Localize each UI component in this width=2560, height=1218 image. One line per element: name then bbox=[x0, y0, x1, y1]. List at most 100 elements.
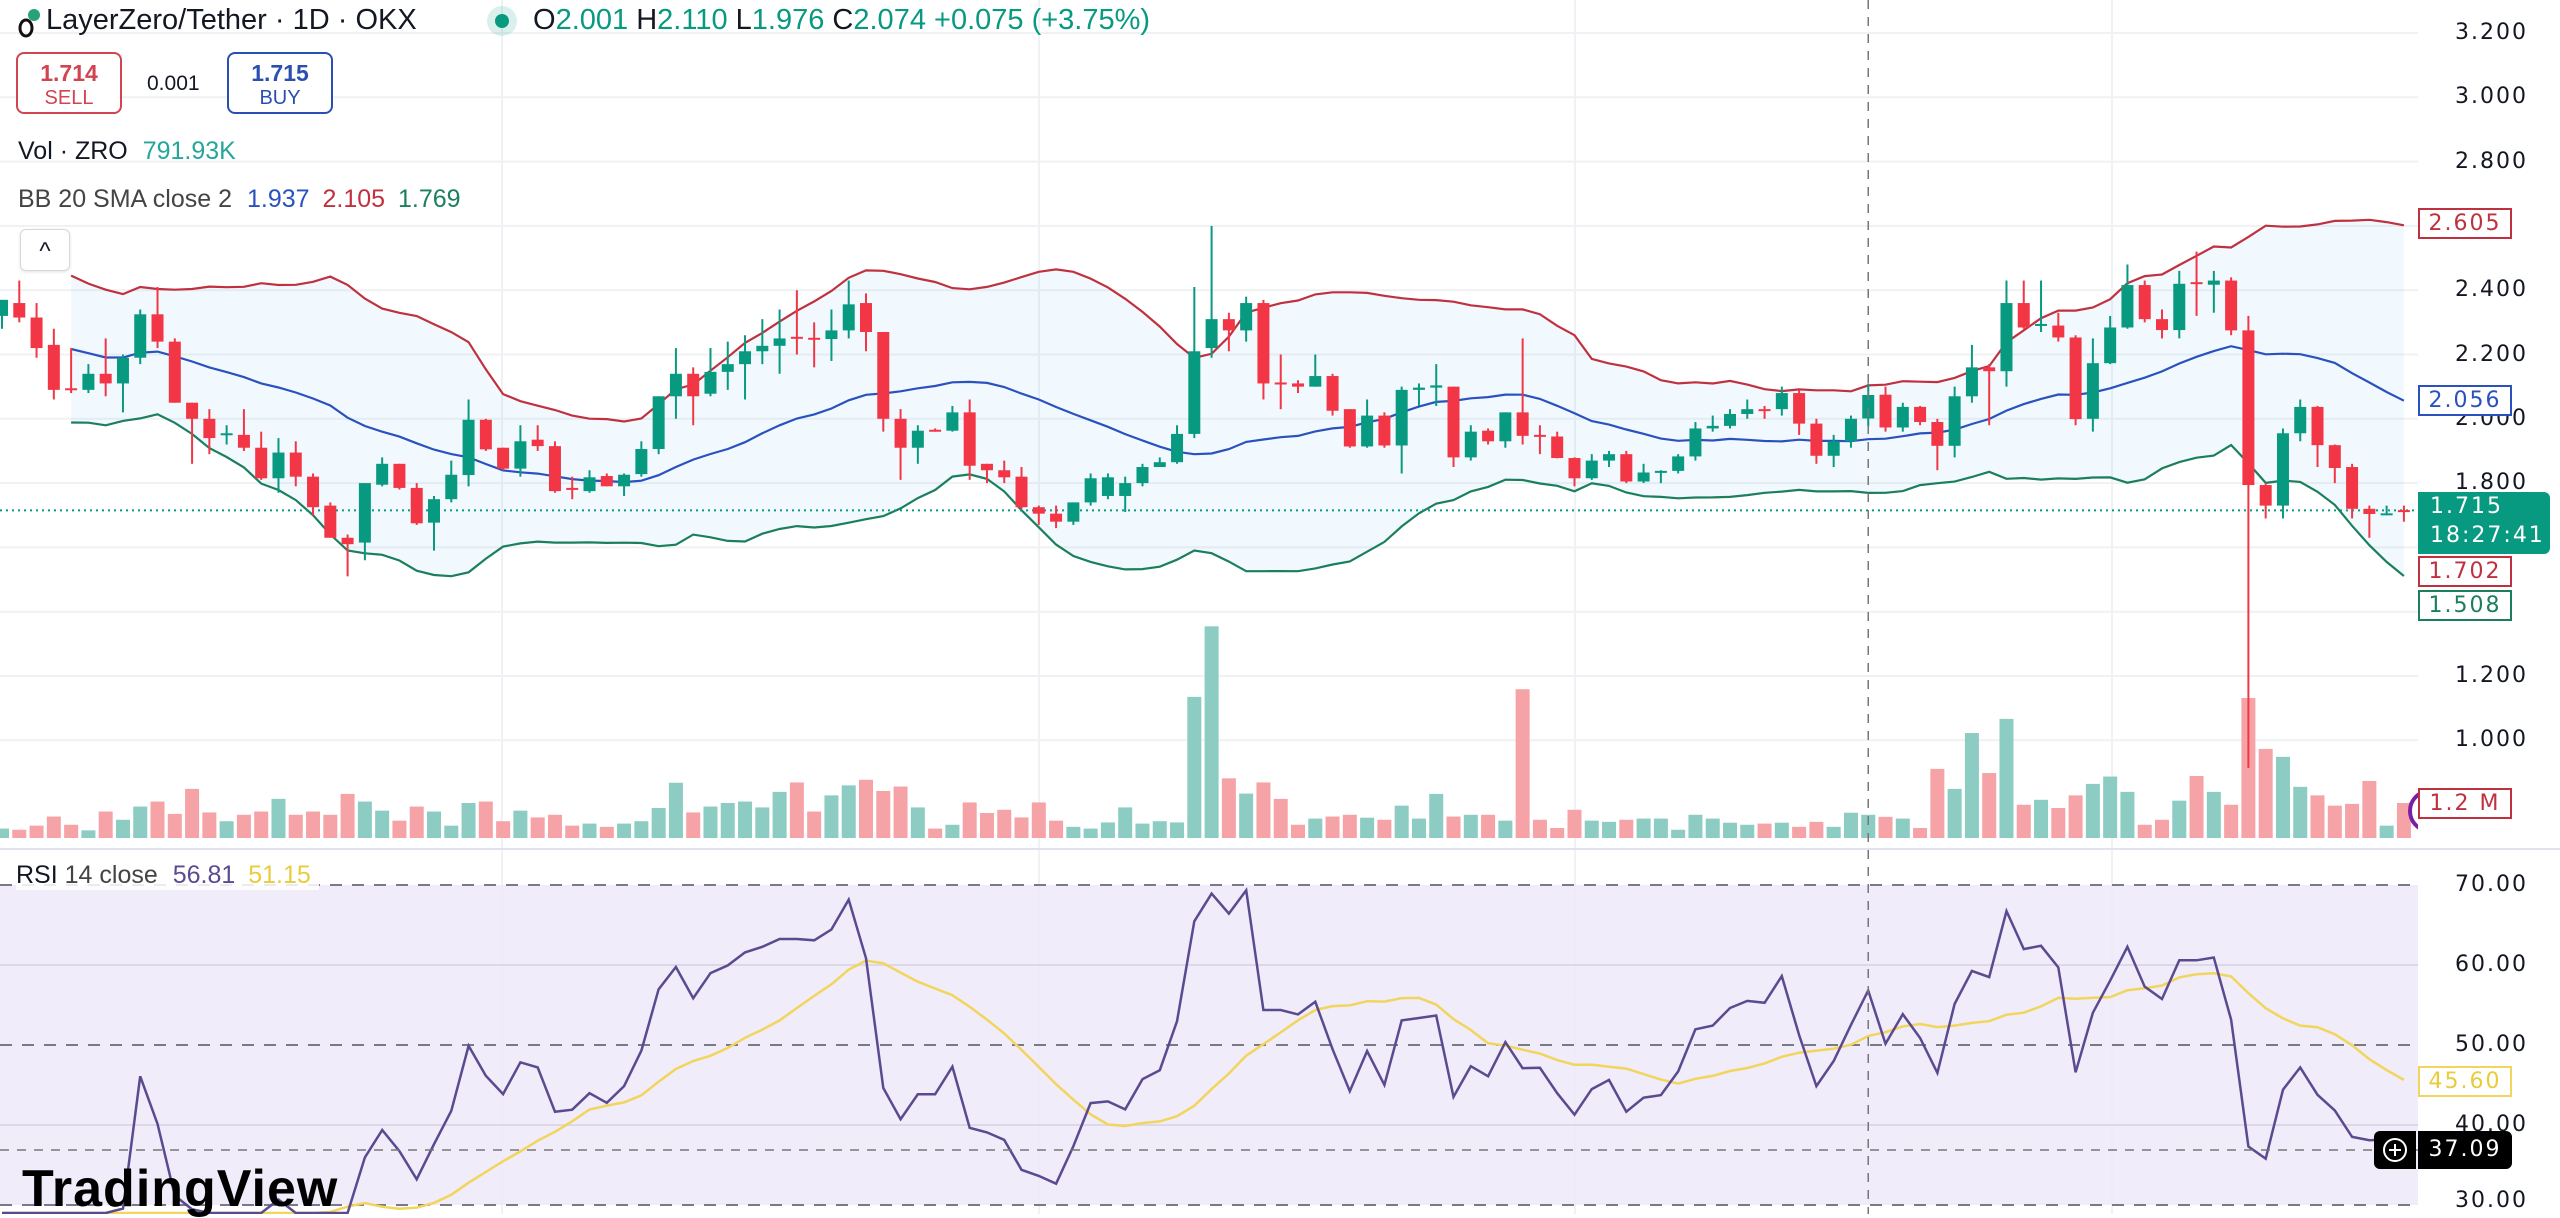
rsi-ma-line bbox=[2, 959, 2405, 1214]
volume-bar bbox=[1031, 802, 1046, 838]
candle-body bbox=[1516, 412, 1529, 436]
volume-bar bbox=[478, 801, 493, 838]
volume-bar bbox=[2034, 799, 2049, 838]
sell-label: SELL bbox=[44, 87, 94, 109]
candle bbox=[30, 303, 43, 358]
volume-bar bbox=[876, 790, 891, 838]
rsi-legend[interactable]: RSI 14 close 56.81 51.15 bbox=[16, 860, 319, 890]
volume-bar bbox=[2396, 803, 2411, 838]
volume-bar bbox=[738, 801, 753, 838]
candle-body bbox=[2035, 323, 2048, 326]
candle-body bbox=[1620, 454, 1633, 482]
market-status-dot-icon[interactable] bbox=[486, 5, 518, 37]
low-label: L bbox=[735, 4, 752, 36]
price-tick-label: 2.200 bbox=[2455, 341, 2528, 367]
candle-body bbox=[1775, 393, 1788, 410]
volume-bar bbox=[1394, 805, 1409, 838]
candle-body bbox=[358, 483, 371, 543]
rsi-ma-value: 51.15 bbox=[248, 861, 311, 889]
rsi-ma-tag: 45.60 bbox=[2418, 1066, 2512, 1097]
candle-body bbox=[1257, 303, 1270, 384]
candle bbox=[1482, 428, 1495, 445]
candle-body bbox=[479, 419, 492, 450]
candle bbox=[877, 331, 890, 432]
candle-body bbox=[618, 474, 631, 487]
volume-bar bbox=[409, 806, 424, 838]
candle bbox=[0, 299, 8, 329]
candle-body bbox=[687, 373, 700, 397]
volume-bar bbox=[599, 826, 614, 838]
candle-body bbox=[1119, 483, 1132, 496]
candle-body bbox=[203, 418, 216, 439]
candle-body bbox=[1603, 454, 1616, 461]
candle bbox=[1292, 380, 1304, 394]
volume-bar bbox=[236, 814, 251, 838]
volume-legend[interactable]: Vol · ZRO 791.93K bbox=[18, 136, 236, 166]
candle-body bbox=[566, 487, 579, 490]
volume-bar bbox=[1895, 818, 1910, 838]
sell-button[interactable]: 1.714 SELL bbox=[16, 52, 122, 114]
volume-bar bbox=[219, 821, 234, 838]
candle-body bbox=[548, 446, 561, 492]
candle-body bbox=[980, 463, 993, 471]
candle bbox=[1240, 296, 1253, 342]
rsi-value: 56.81 bbox=[172, 861, 236, 889]
volume-bar bbox=[202, 812, 217, 838]
candle-body bbox=[255, 447, 268, 479]
candle-body bbox=[1585, 460, 1598, 479]
volume-bar bbox=[962, 802, 977, 838]
buy-button[interactable]: 1.715 BUY bbox=[227, 52, 333, 114]
candle-body bbox=[1896, 406, 1909, 428]
symbol-title[interactable]: LayerZero/Tether · 1D · OKX bbox=[46, 4, 417, 36]
volume-bar bbox=[1221, 778, 1236, 838]
volume-bar bbox=[1325, 816, 1340, 838]
candle-body bbox=[497, 447, 510, 469]
add-alert-button[interactable] bbox=[2374, 1131, 2416, 1169]
candle-body bbox=[2190, 282, 2203, 285]
volume-bar bbox=[1688, 814, 1703, 838]
plus-circle-icon bbox=[2383, 1138, 2407, 1162]
volume-bar bbox=[1532, 819, 1547, 838]
volume-legend-label: Vol · ZRO bbox=[18, 137, 128, 165]
volume-bar bbox=[928, 828, 943, 838]
volume-bar bbox=[306, 811, 321, 838]
volume-bar bbox=[1964, 733, 1979, 838]
volume-bar bbox=[1947, 788, 1962, 838]
volume-bar bbox=[2327, 805, 2342, 838]
volume-bar bbox=[1999, 718, 2014, 838]
candle-body bbox=[1395, 389, 1408, 446]
candle-body bbox=[1292, 383, 1304, 387]
volume-bar bbox=[1135, 823, 1150, 838]
sell-price: 1.714 bbox=[40, 60, 98, 86]
candle-body bbox=[1551, 436, 1564, 459]
collapse-legend-button[interactable]: ^ bbox=[20, 229, 70, 271]
volume-bar bbox=[1170, 822, 1185, 838]
candle bbox=[1119, 476, 1132, 513]
last-price-value: 1.715 bbox=[2430, 494, 2503, 519]
volume-bar bbox=[1809, 821, 1824, 838]
volume-bar bbox=[1342, 814, 1357, 838]
chevron-up-icon: ^ bbox=[39, 238, 51, 265]
candle bbox=[1741, 399, 1754, 419]
volume-bar bbox=[1014, 817, 1029, 838]
candle bbox=[2311, 405, 2324, 468]
candle bbox=[1032, 505, 1045, 525]
candle bbox=[65, 348, 78, 394]
indicator-circle-icon[interactable] bbox=[2408, 791, 2450, 831]
candle-body bbox=[2311, 406, 2324, 446]
bb-basis-tag: 2.056 bbox=[2418, 385, 2512, 416]
volume-bar bbox=[1360, 817, 1375, 838]
volume-bar bbox=[1481, 814, 1496, 838]
volume-bar bbox=[133, 806, 148, 838]
candle bbox=[756, 319, 769, 365]
volume-bar bbox=[2137, 824, 2152, 838]
volume-bar bbox=[582, 823, 597, 838]
volume-bar bbox=[2241, 698, 2256, 838]
candle-body bbox=[1706, 425, 1719, 429]
close-value: 2.074 bbox=[853, 4, 926, 36]
bb-legend[interactable]: BB 20 SMA close 2 1.937 2.105 1.769 bbox=[18, 184, 461, 214]
volume-bar bbox=[1636, 818, 1651, 838]
candle bbox=[376, 457, 389, 487]
candle bbox=[548, 441, 561, 493]
